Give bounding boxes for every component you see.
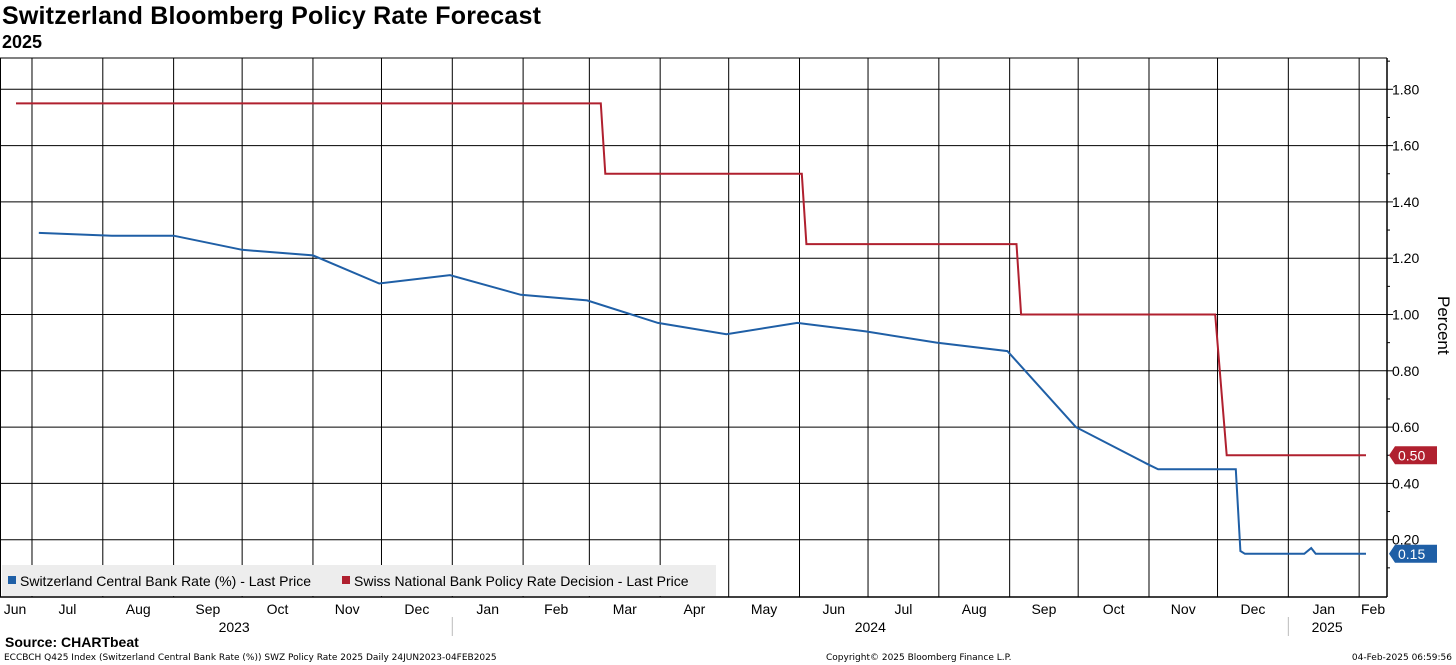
legend-swatch — [8, 576, 16, 584]
x-tick-label-month: Jul — [894, 601, 912, 617]
x-tick-label-month: Oct — [267, 601, 289, 617]
x-year-label: 2023 — [219, 619, 250, 635]
x-tick-label-month: Aug — [126, 601, 151, 617]
series-layer — [16, 102, 1366, 555]
x-tick-label-month: Sep — [195, 601, 220, 617]
footer-copyright: Copyright© 2025 Bloomberg Finance L.P. — [826, 653, 1012, 663]
x-tick-label-month: Jan — [476, 601, 499, 617]
x-tick-label-month: Feb — [1361, 601, 1385, 617]
last-value-marker — [1389, 446, 1437, 465]
chart-subtitle: 2025 — [2, 32, 43, 52]
legend-entry: Swiss National Bank Policy Rate Decision… — [354, 573, 689, 589]
x-year-label: 2024 — [855, 619, 886, 635]
grid-lines — [0, 58, 1387, 597]
y-tick-label: 1.40 — [1392, 194, 1419, 210]
x-tick-label-month: Sep — [1031, 601, 1056, 617]
x-tick-label-month: Feb — [544, 601, 568, 617]
y-axis-title: Percent — [1434, 296, 1453, 355]
x-tick-label-month: Apr — [684, 601, 706, 617]
y-tick-label: 0.80 — [1392, 363, 1419, 379]
last-value-marker — [1389, 544, 1437, 563]
x-tick-label-month: Oct — [1103, 601, 1125, 617]
legend-background — [2, 565, 716, 596]
x-tick-label-month: Nov — [1171, 601, 1196, 617]
series-line-snb-policy-rate — [16, 102, 1366, 457]
y-tick-label: 0.40 — [1392, 475, 1419, 491]
axes-layer: 0.20 0.40 0.60 0.80 1.00 1.20 1.40 1.60 1.80 Jun J… — [0, 57, 1453, 636]
legend: Switzerland Central Bank Rate (%) - Last… — [2, 565, 716, 596]
x-tick-label-month: Dec — [1240, 601, 1265, 617]
y-tick-label: 1.00 — [1392, 307, 1419, 323]
footer-timestamp: 04-Feb-2025 06:59:56 — [1351, 653, 1452, 663]
y-tick-label: 1.80 — [1392, 81, 1419, 97]
series-line-central-bank-rate — [38, 231, 1366, 555]
last-value-label: 0.15 — [1398, 546, 1425, 562]
y-tick-label: 0.60 — [1392, 419, 1419, 435]
x-tick-label-month: Jun — [822, 601, 845, 617]
x-tick-label-month: Jul — [58, 601, 76, 617]
last-value-labels: 0.15 0.50 — [1389, 446, 1437, 563]
x-tick-label-month: Jun — [4, 601, 27, 617]
x-tick-label-month: Nov — [335, 601, 360, 617]
source-note: Source: CHARTbeat — [5, 634, 139, 650]
x-tick-label-month: Mar — [613, 601, 637, 617]
x-year-label: 2025 — [1312, 619, 1343, 635]
x-tick-label-month: Dec — [404, 601, 429, 617]
legend-swatch — [342, 576, 350, 584]
y-tick-label: 0.20 — [1392, 532, 1419, 548]
last-value-label: 0.50 — [1398, 447, 1425, 463]
x-tick-label-month: Aug — [962, 601, 987, 617]
x-tick-label-month: Jan — [1312, 601, 1335, 617]
y-tick-label: 1.20 — [1392, 250, 1419, 266]
footer-index-description: ECCBCH Q425 Index (Switzerland Central B… — [4, 653, 497, 663]
chart-title: Switzerland Bloomberg Policy Rate Foreca… — [2, 2, 542, 30]
x-tick-label-month: May — [751, 601, 777, 617]
legend-entry: Switzerland Central Bank Rate (%) - Last… — [20, 573, 311, 589]
y-tick-label: 1.60 — [1392, 138, 1419, 154]
